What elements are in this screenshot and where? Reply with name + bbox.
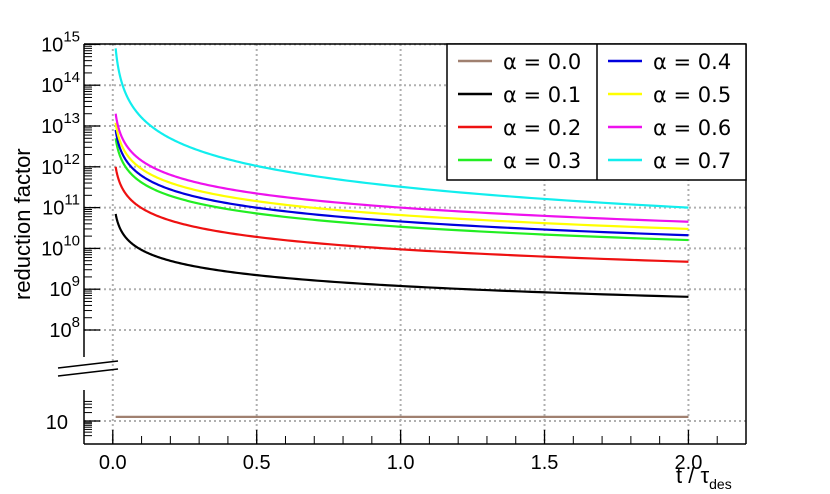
y-tick-label: 108 <box>49 314 80 342</box>
axis-break-mark <box>57 360 119 369</box>
x-tick-label: 1.0 <box>387 452 415 474</box>
series-line <box>114 213 689 298</box>
y-tick-label: 109 <box>49 273 80 301</box>
legend-label: α = 0.3 <box>503 149 581 173</box>
x-tick-label: 0.0 <box>99 452 127 474</box>
legend-label: α = 0.4 <box>653 50 731 74</box>
y-tick-label: 1015 <box>41 28 80 56</box>
y-tick-label: 10 <box>46 412 68 434</box>
data-series <box>114 48 689 419</box>
y-tick-label: 1013 <box>41 110 80 138</box>
legend-label: α = 0.0 <box>503 50 581 74</box>
legend-label: α = 0.5 <box>653 83 731 107</box>
y-tick-label: 1010 <box>41 232 80 260</box>
x-axis-title: t / τdes <box>676 463 732 492</box>
legend-label: α = 0.2 <box>503 116 581 140</box>
y-axis-title: reduction factor <box>10 148 35 300</box>
series-line <box>114 113 689 223</box>
y-tick-label: 1014 <box>41 69 80 97</box>
legend: α = 0.0 α = 0.1 α = 0.2 α = 0.3 α = 0.4 α = 0… <box>446 43 747 181</box>
x-tick-label: 1.5 <box>531 452 559 474</box>
x-tick-label: 2.0 <box>675 452 703 474</box>
x-axis-title-main: t / τ <box>676 463 709 488</box>
series-line <box>114 48 689 209</box>
legend-label: α = 0.1 <box>503 83 581 107</box>
series-line <box>114 138 689 242</box>
series-line <box>114 129 689 237</box>
y-tick-label: 1011 <box>42 192 80 220</box>
axis-break-mark <box>57 368 119 377</box>
y-axis-ticks: 1015 1014 1013 1012 1011 1010 109 108 10 <box>41 28 100 437</box>
y-tick-label: 1012 <box>41 151 80 179</box>
legend-label: α = 0.6 <box>653 116 731 140</box>
x-axis-ticks: 0.0 0.5 1.0 1.5 2.0 <box>83 430 747 474</box>
x-tick-label: 0.5 <box>243 452 271 474</box>
x-axis-title-subscript: des <box>709 476 732 492</box>
series-line <box>114 166 689 263</box>
series-line <box>114 122 689 231</box>
legend-label: α = 0.7 <box>653 149 731 173</box>
